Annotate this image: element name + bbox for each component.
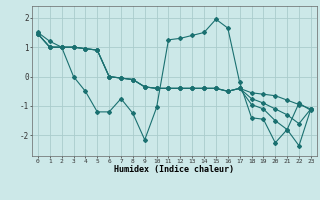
X-axis label: Humidex (Indice chaleur): Humidex (Indice chaleur) xyxy=(115,165,234,174)
